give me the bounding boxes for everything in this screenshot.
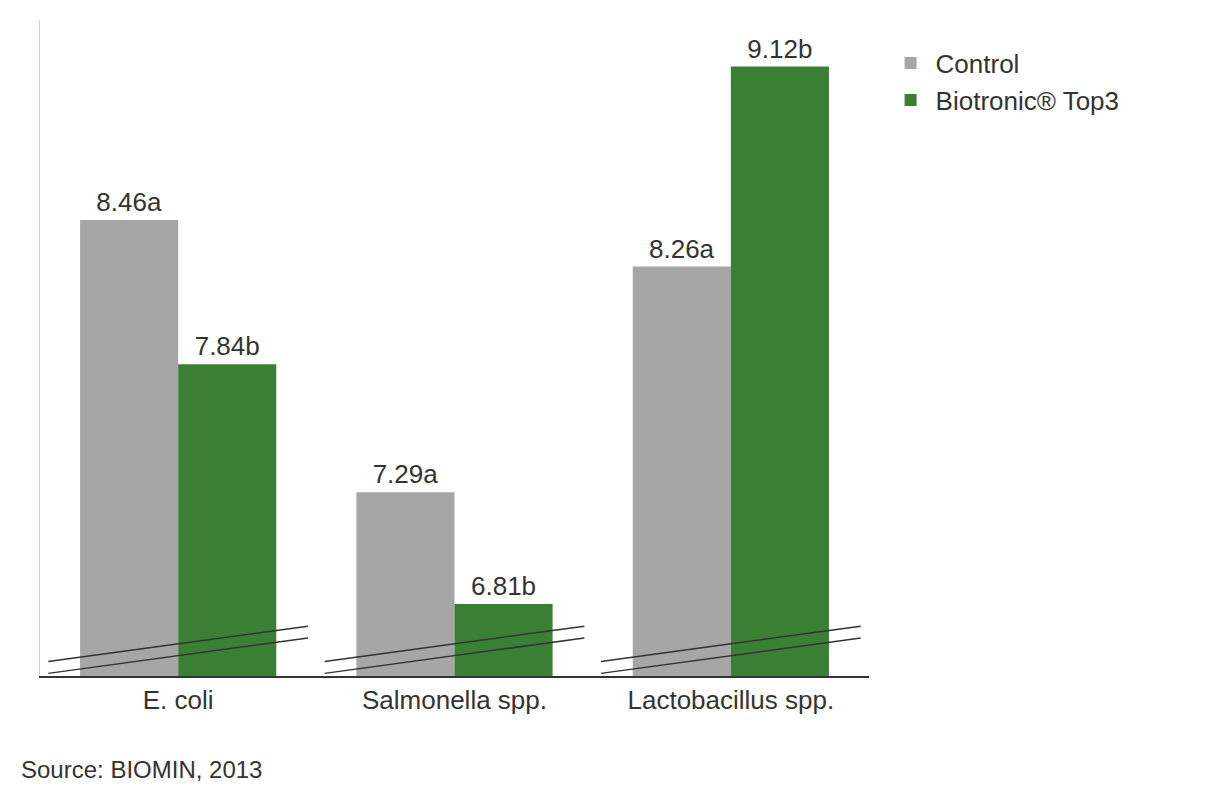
svg-text:Control: Control [936,49,1020,79]
svg-text:7.29a: 7.29a [373,459,439,489]
svg-text:Lactobacillus spp.: Lactobacillus spp. [627,685,834,715]
svg-text:Biotronic® Top3: Biotronic® Top3 [936,86,1119,116]
svg-text:E. coli: E. coli [143,685,214,715]
svg-text:7.84b: 7.84b [195,331,260,361]
svg-text:9.12b: 9.12b [747,34,812,64]
svg-text:Source: BIOMIN, 2013: Source: BIOMIN, 2013 [21,756,262,783]
svg-text:8.46a: 8.46a [96,187,162,217]
svg-text:Salmonella spp.: Salmonella spp. [362,685,547,715]
svg-text:6.81b: 6.81b [471,571,536,601]
svg-text:8.26a: 8.26a [649,234,715,264]
